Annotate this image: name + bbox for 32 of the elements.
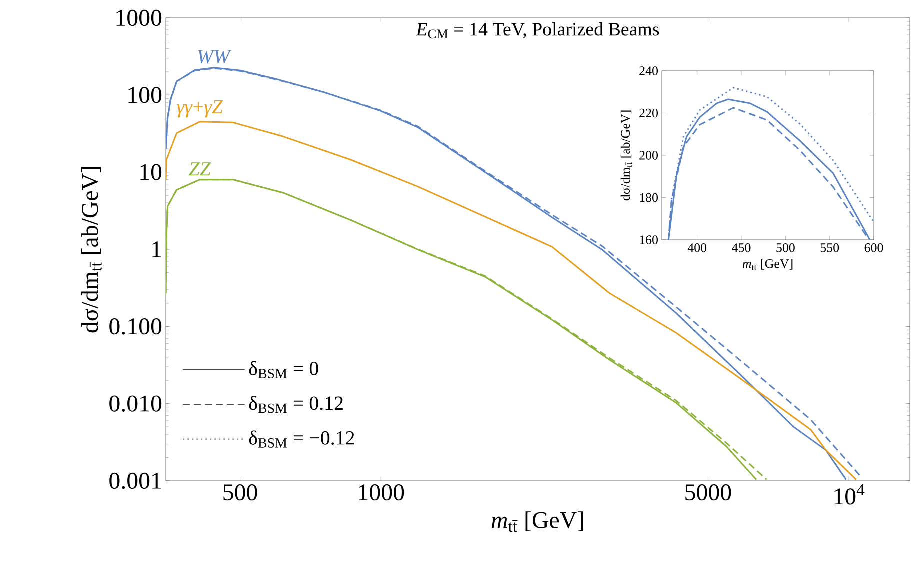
y-tick-label: 200 [640,151,658,160]
x-axis-title: m$_{tt̄}$ [GeV] [742,259,793,270]
x-tick-label: 600 [864,244,884,252]
x-tick-label: 1000 [359,484,404,501]
annotation: δ$_{BSM}$ = 0 [249,361,318,378]
y-tick-label: 0.100 [110,318,162,335]
x-tick-label: 500 [776,244,795,252]
y-tick-label: 220 [640,108,658,118]
y-tick-label: 0.010 [110,396,162,412]
x-tick-label: 550 [820,244,840,252]
y-tick-label: 0.001 [110,472,162,490]
y-tick-label: 1000 [116,10,162,26]
series-label: γγ+γZ [177,100,224,118]
series-label: WW [198,50,232,64]
chart-title: E$_{CM}$ = 14 TeV, Polarized Beams [416,22,660,39]
y-tick-label: 1 [152,242,162,258]
x-tick-label: 400 [688,244,707,252]
y-tick-label: 240 [640,66,658,76]
x-axis-title: m$_{tt̄}$ [GeV] [492,512,584,532]
y-axis-title: dσ/dm$_{tt̄}$ [ab/GeV] [620,110,632,201]
series-label: ZZ [189,162,212,176]
y-tick-label: 100 [128,87,162,104]
y-tick-label: 180 [640,193,658,202]
x-tick-label: 5000 [686,484,732,501]
x-tick-label: 10$^{4}$ [834,484,865,505]
y-tick-label: 160 [640,236,658,244]
x-tick-label: 500 [224,484,258,501]
y-axis-title: dσ/dm$_{tt̄}$ [ab/GeV] [81,167,102,333]
annotation: δ$_{BSM}$ = −0.12 [249,430,354,448]
x-tick-label: 450 [732,244,751,252]
y-tick-label: 10 [140,164,162,180]
annotation: δ$_{BSM}$ = 0.12 [249,396,343,414]
